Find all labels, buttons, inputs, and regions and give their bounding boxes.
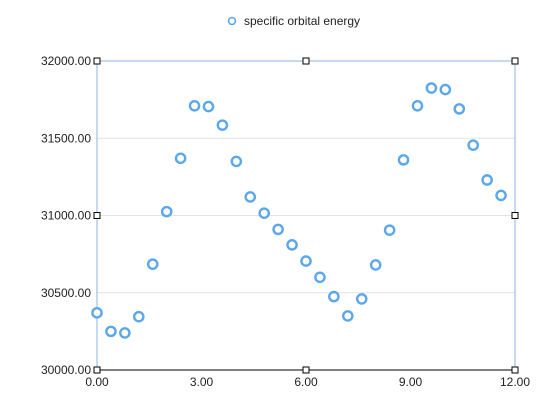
resize-handle[interactable] (302, 57, 310, 65)
y-tick-label: 32000.00 (41, 54, 91, 68)
data-point (146, 258, 159, 270)
data-point (230, 155, 243, 168)
data-point (286, 239, 298, 251)
resize-handle[interactable] (511, 366, 519, 374)
data-point (216, 119, 229, 131)
legend-marker (227, 16, 237, 26)
resize-handle[interactable] (511, 212, 519, 219)
data-point (495, 189, 507, 202)
data-point (425, 82, 438, 94)
x-tick-label: 9.00 (399, 375, 423, 389)
data-point (188, 100, 201, 112)
data-point (439, 83, 452, 96)
y-tick-label: 31500.00 (41, 131, 91, 145)
y-axis-ticks: 30000.00 30500.00 31000.00 31500.00 32000.00 (41, 54, 91, 377)
resize-handle[interactable] (511, 57, 519, 65)
data-point (272, 223, 284, 236)
resize-handle[interactable] (302, 366, 310, 374)
data-point (355, 293, 368, 305)
data-point (453, 103, 466, 115)
legend-label: specific orbital energy (244, 14, 360, 28)
data-point (202, 100, 215, 113)
data-point (258, 207, 271, 219)
y-tick-label: 30500.00 (41, 286, 91, 300)
data-point (91, 307, 103, 319)
data-point (328, 290, 340, 303)
data-point (314, 271, 326, 284)
grid (97, 137, 515, 294)
resize-handle[interactable] (93, 212, 101, 219)
data-point (341, 310, 354, 322)
data-point (160, 205, 173, 218)
data-point (105, 325, 117, 338)
data-point (467, 139, 480, 152)
data-point (369, 259, 382, 271)
data-point (383, 224, 396, 236)
legend: specific orbital energy (227, 14, 360, 28)
resize-handle[interactable] (93, 366, 101, 374)
data-point (132, 310, 145, 323)
data-points (91, 82, 507, 339)
x-axis-ticks: 0.00 3.00 6.00 9.00 12.00 (85, 375, 530, 389)
x-tick-label: 12.00 (500, 375, 530, 389)
x-tick-label: 3.00 (190, 375, 214, 389)
data-point (300, 255, 312, 267)
data-point (174, 152, 187, 165)
data-point (244, 191, 257, 203)
y-tick-label: 31000.00 (41, 209, 91, 223)
y-tick-label: 30000.00 (41, 363, 91, 377)
x-tick-label: 0.00 (85, 375, 109, 389)
data-point (411, 100, 424, 112)
selection-handles[interactable] (93, 57, 519, 374)
data-point (119, 327, 131, 339)
x-tick-label: 6.00 (294, 375, 318, 389)
data-point (481, 174, 493, 186)
resize-handle[interactable] (93, 57, 101, 65)
data-point (397, 154, 410, 166)
